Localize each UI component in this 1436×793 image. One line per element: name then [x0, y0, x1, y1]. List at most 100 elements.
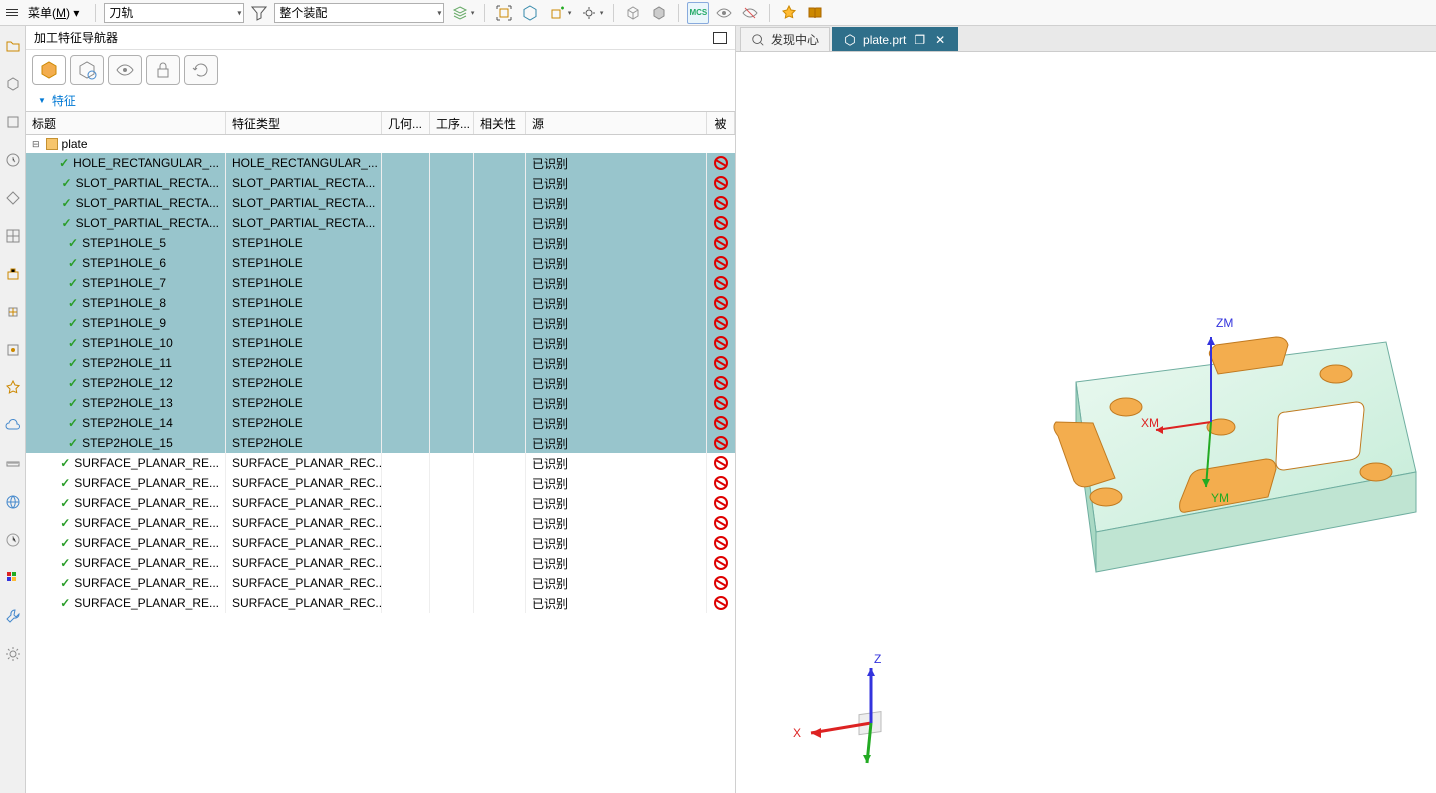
tab-close-icon[interactable]: ✕ — [933, 33, 947, 47]
book-icon[interactable] — [804, 2, 826, 24]
feature-row[interactable]: ✓STEP1HOLE_6STEP1HOLE已识别 — [26, 253, 735, 273]
feature-row[interactable]: ✓STEP2HOLE_13STEP2HOLE已识别 — [26, 393, 735, 413]
cube-brackets-icon[interactable] — [493, 2, 515, 24]
view-refresh-icon[interactable] — [184, 55, 218, 85]
strip-clock-icon[interactable] — [3, 530, 23, 550]
hamburger-icon[interactable] — [6, 9, 18, 16]
feature-row[interactable]: ✓STEP1HOLE_8STEP1HOLE已识别 — [26, 293, 735, 313]
strip-globe-icon[interactable] — [3, 492, 23, 512]
row-source: 已识别 — [526, 593, 707, 613]
feature-row[interactable]: ✓SURFACE_PLANAR_RE...SURFACE_PLANAR_REC.… — [26, 493, 735, 513]
strip-part-icon[interactable] — [3, 112, 23, 132]
assembly-combo-value: 整个装配 — [279, 4, 327, 21]
strip-folder-icon[interactable] — [3, 36, 23, 56]
view-geometry-icon[interactable] — [70, 55, 104, 85]
menu-label-suffix: ) — [66, 6, 70, 20]
hexagon-icon[interactable] — [519, 2, 541, 24]
feature-row[interactable]: ✓STEP1HOLE_10STEP1HOLE已识别 — [26, 333, 735, 353]
feature-row[interactable]: ✓SURFACE_PLANAR_RE...SURFACE_PLANAR_REC.… — [26, 573, 735, 593]
strip-history-icon[interactable] — [3, 150, 23, 170]
row-type: SLOT_PARTIAL_RECTA... — [226, 193, 382, 213]
col-type[interactable]: 特征类型 — [226, 112, 382, 134]
toolpath-combo[interactable]: 刀轨▾ — [104, 3, 244, 23]
col-flag[interactable]: 被 — [707, 112, 735, 134]
prohibit-icon — [714, 236, 728, 250]
strip-render-icon[interactable] — [3, 340, 23, 360]
feature-row[interactable]: ✓SURFACE_PLANAR_RE...SURFACE_PLANAR_REC.… — [26, 533, 735, 553]
tree-body[interactable]: ⊟ plate ✓HOLE_RECTANGULAR_...HOLE_RECTAN… — [26, 135, 735, 793]
strip-palette-icon[interactable] — [3, 568, 23, 588]
cube-plus-icon[interactable] — [545, 2, 573, 24]
prohibit-icon — [714, 536, 728, 550]
col-src[interactable]: 源 — [526, 112, 707, 134]
filter-icon[interactable] — [248, 2, 270, 24]
feature-row[interactable]: ✓STEP1HOLE_7STEP1HOLE已识别 — [26, 273, 735, 293]
feature-row[interactable]: ✓STEP2HOLE_12STEP2HOLE已识别 — [26, 373, 735, 393]
feature-row[interactable]: ✓STEP1HOLE_9STEP1HOLE已识别 — [26, 313, 735, 333]
tab-restore-icon[interactable]: ❐ — [912, 33, 927, 47]
tab-file[interactable]: plate.prt ❐ ✕ — [832, 27, 958, 51]
prohibit-icon — [714, 376, 728, 390]
feature-row[interactable]: ✓STEP2HOLE_15STEP2HOLE已识别 — [26, 433, 735, 453]
view-triad[interactable]: X Z — [776, 653, 916, 773]
strip-diamond-icon[interactable] — [3, 188, 23, 208]
discovery-icon — [751, 33, 765, 47]
eye-show-icon[interactable] — [713, 2, 735, 24]
strip-ruler-icon[interactable] — [3, 454, 23, 474]
check-icon: ✓ — [68, 236, 78, 250]
assembly-combo[interactable]: 整个装配▾ — [274, 3, 444, 23]
col-title[interactable]: 标题 — [26, 112, 226, 134]
view-lock-icon[interactable] — [146, 55, 180, 85]
viewport[interactable]: XM YM ZM X Z — [736, 52, 1436, 793]
strip-cloud-icon[interactable] — [3, 416, 23, 436]
model-plate[interactable]: XM YM ZM — [986, 312, 1426, 612]
strip-mesh-icon[interactable] — [3, 226, 23, 246]
wire-cube-icon[interactable] — [622, 2, 644, 24]
feature-row[interactable]: ✓SURFACE_PLANAR_RE...SURFACE_PLANAR_REC.… — [26, 593, 735, 613]
prohibit-icon — [714, 276, 728, 290]
feature-row[interactable]: ✓HOLE_RECTANGULAR_...HOLE_RECTANGULAR_..… — [26, 153, 735, 173]
menu-mnemonic: M — [56, 6, 66, 20]
feature-row[interactable]: ✓SURFACE_PLANAR_RE...SURFACE_PLANAR_REC.… — [26, 513, 735, 533]
col-seq[interactable]: 工序... — [430, 112, 474, 134]
row-title: STEP1HOLE_9 — [82, 316, 166, 330]
target-icon[interactable] — [577, 2, 605, 24]
top-toolbar: 菜单(M) ▾ 刀轨▾ 整个装配▾ MCS — [0, 0, 1436, 26]
col-rel[interactable]: 相关性 — [474, 112, 526, 134]
strip-star-icon[interactable] — [3, 378, 23, 398]
check-icon: ✓ — [68, 256, 78, 270]
section-label[interactable]: 特征 — [26, 90, 735, 111]
navigator-undock-icon[interactable] — [713, 32, 727, 44]
strip-machine-icon[interactable] — [3, 264, 23, 284]
feature-row[interactable]: ✓SURFACE_PLANAR_RE...SURFACE_PLANAR_REC.… — [26, 473, 735, 493]
strip-op-icon[interactable] — [3, 302, 23, 322]
view-feature-icon[interactable] — [32, 55, 66, 85]
app-menu[interactable]: 菜单(M) ▾ — [28, 4, 79, 21]
strip-wrench-icon[interactable] — [3, 606, 23, 626]
feature-row[interactable]: ✓SLOT_PARTIAL_RECTA...SLOT_PARTIAL_RECTA… — [26, 213, 735, 233]
row-type: SURFACE_PLANAR_REC... — [226, 493, 382, 513]
feature-row[interactable]: ✓SURFACE_PLANAR_RE...SURFACE_PLANAR_REC.… — [26, 553, 735, 573]
feature-row[interactable]: ✓SLOT_PARTIAL_RECTA...SLOT_PARTIAL_RECTA… — [26, 193, 735, 213]
strip-cube-icon[interactable] — [3, 74, 23, 94]
feature-row[interactable]: ✓SLOT_PARTIAL_RECTA...SLOT_PARTIAL_RECTA… — [26, 173, 735, 193]
star-icon[interactable] — [778, 2, 800, 24]
feature-row[interactable]: ✓STEP2HOLE_14STEP2HOLE已识别 — [26, 413, 735, 433]
feature-row[interactable]: ✓STEP2HOLE_11STEP2HOLE已识别 — [26, 353, 735, 373]
eye-hide-icon[interactable] — [739, 2, 761, 24]
mcs-icon[interactable]: MCS — [687, 2, 709, 24]
feature-row[interactable]: ✓STEP1HOLE_5STEP1HOLE已识别 — [26, 233, 735, 253]
view-eye-icon[interactable] — [108, 55, 142, 85]
row-title: STEP2HOLE_12 — [82, 376, 173, 390]
solid-cube-icon[interactable] — [648, 2, 670, 24]
row-source: 已识别 — [526, 433, 707, 453]
check-icon: ✓ — [68, 356, 78, 370]
strip-gear-icon[interactable] — [3, 644, 23, 664]
row-type: SURFACE_PLANAR_REC... — [226, 533, 382, 553]
tab-discovery[interactable]: 发现中心 — [740, 27, 830, 51]
feature-row[interactable]: ✓SURFACE_PLANAR_RE...SURFACE_PLANAR_REC.… — [26, 453, 735, 473]
collapse-icon[interactable]: ⊟ — [32, 139, 40, 150]
tree-root[interactable]: ⊟ plate — [26, 135, 735, 153]
layers-icon[interactable] — [448, 2, 476, 24]
col-geom[interactable]: 几何... — [382, 112, 430, 134]
